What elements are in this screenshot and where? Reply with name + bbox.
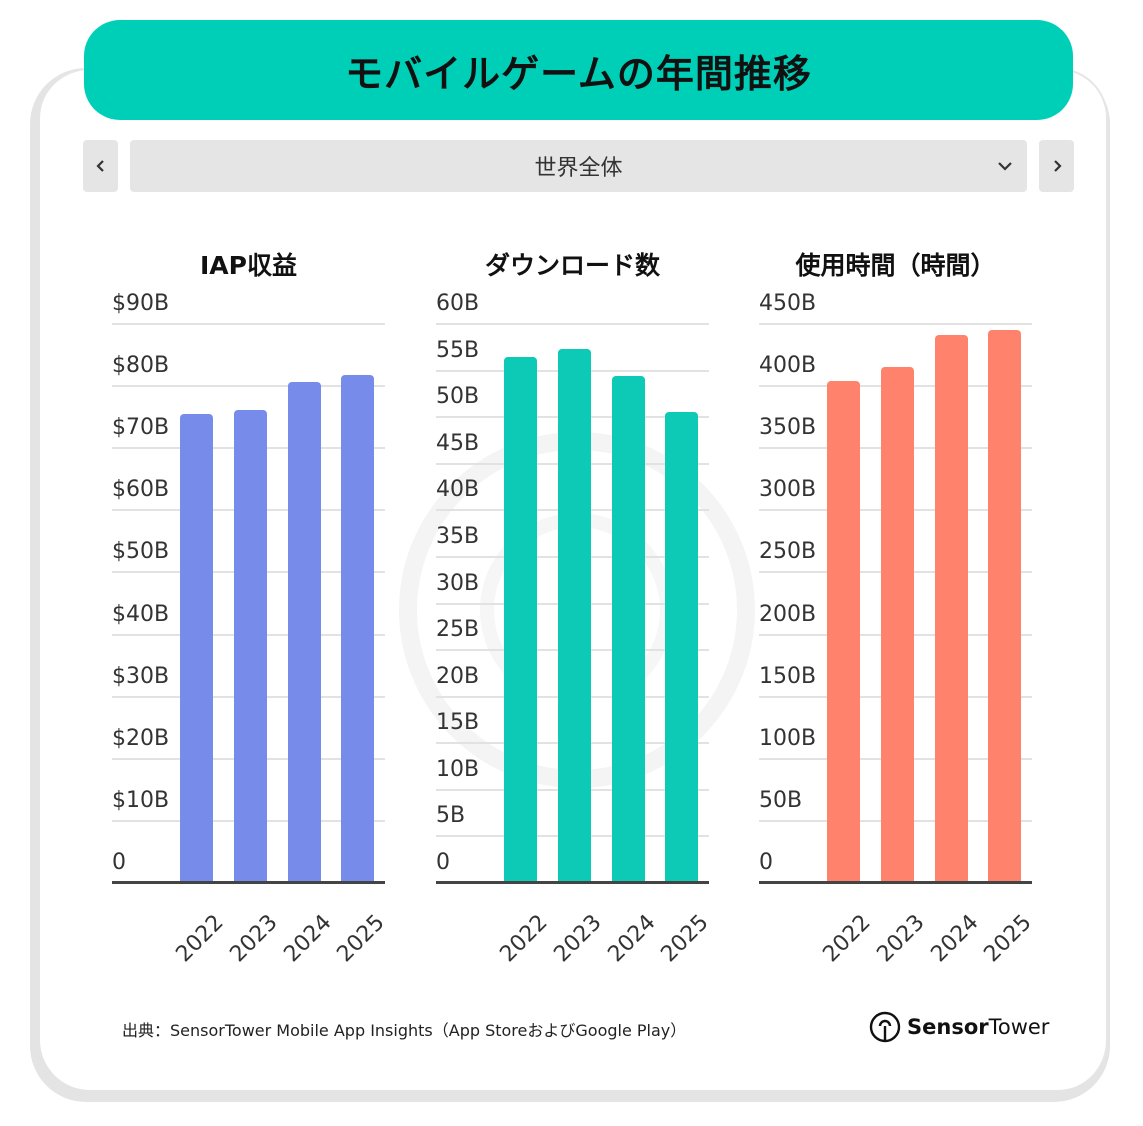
x-tick-label: 2023 [225, 910, 283, 968]
y-tick-label: 0 [436, 850, 450, 875]
y-tick-label: 60B [436, 291, 480, 316]
bar-2025[interactable] [665, 411, 698, 882]
y-tick-label: $10B [112, 787, 170, 813]
y-tick-label: $50B [112, 539, 170, 565]
logo-text-bold: Sensor [907, 1015, 989, 1039]
gridline [436, 323, 709, 325]
y-tick-label: 50B [759, 787, 803, 813]
source-note: 出典：SensorTower Mobile App Insights（App S… [122, 1021, 687, 1040]
logo-text-regular: Tower [988, 1015, 1050, 1039]
chevron-right-icon [1053, 160, 1062, 172]
y-tick-label: 200B [759, 601, 817, 627]
y-tick-label: $40B [112, 601, 170, 627]
y-tick-label: 25B [436, 617, 480, 643]
y-tick-label: 450B [759, 291, 817, 316]
y-tick-label: 55B [436, 337, 480, 363]
bar-2024[interactable] [288, 382, 321, 882]
y-tick-label: 300B [759, 477, 817, 503]
y-tick-label: 50B [436, 384, 480, 410]
bar-2023[interactable] [558, 349, 591, 882]
y-tick-label: 45B [436, 430, 480, 456]
y-tick-label: $80B [112, 353, 170, 379]
y-tick-label: 40B [436, 477, 480, 503]
y-tick-label: 10B [436, 756, 480, 782]
y-tick-label: 350B [759, 415, 817, 441]
chart-usage-time: 使用時間（時間） 450B 400B 350B 300B 250B 200B 150B 100… [759, 240, 1037, 980]
x-tick-label: 2022 [171, 910, 229, 968]
y-tick-label: $70B [112, 415, 170, 441]
chevron-left-icon [95, 160, 104, 172]
x-tick-label: 2022 [818, 910, 876, 968]
y-tick-label: $30B [112, 663, 170, 689]
x-tick-label: 2023 [549, 910, 607, 968]
plot-area: 60B 55B 50B 45B 40B 35B 30B 25B 20B 15B 10B 5B 0 [436, 293, 709, 884]
chart-title: 使用時間（時間） [795, 251, 996, 280]
y-tick-label: 400B [759, 353, 817, 379]
x-tick-label: 2025 [332, 910, 390, 968]
bar-2022[interactable] [504, 357, 537, 882]
x-axis-line [436, 881, 709, 884]
x-tick-label: 2023 [872, 910, 930, 968]
y-tick-label: 35B [436, 523, 480, 549]
x-tick-label: 2024 [603, 910, 661, 968]
plot-area: $90B $80B $70B $60B $50B $40B $30B $20B $10B 0 [112, 293, 385, 884]
x-tick-label: 2022 [495, 910, 553, 968]
y-tick-label: 15B [436, 710, 480, 736]
bar-2024[interactable] [612, 376, 645, 882]
y-tick-label: $20B [112, 725, 170, 751]
y-tick-label: 100B [759, 725, 817, 751]
bar-2025[interactable] [988, 330, 1021, 882]
title-banner: モバイルゲームの年間推移 [84, 20, 1073, 120]
x-axis-line [112, 881, 385, 884]
chart-iap-revenue: IAP収益 $90B $80B $70B $60B $50B $40B $30B $20B $1… [112, 240, 390, 980]
chart-title: IAP収益 [200, 251, 297, 280]
x-tick-label: 2024 [279, 910, 337, 968]
page-title: モバイルゲームの年間推移 [345, 51, 812, 96]
bar-2024[interactable] [935, 335, 968, 882]
bar-2023[interactable] [234, 409, 267, 882]
bar-2022[interactable] [180, 414, 213, 882]
gridline [112, 323, 385, 325]
y-tick-label: $60B [112, 477, 170, 503]
x-tick-label: 2024 [926, 910, 984, 968]
x-tick-label: 2025 [979, 910, 1037, 968]
plot-area: 450B 400B 350B 300B 250B 200B 150B 100B 50B 0 [759, 293, 1032, 884]
y-tick-label: 0 [759, 850, 773, 875]
bar-2023[interactable] [881, 367, 914, 882]
next-button[interactable] [1039, 140, 1074, 192]
chart-downloads: ダウンロード数 60B 55B 50B 45B 40B 35B 30B 25B 20B 15B 10… [436, 240, 714, 980]
y-tick-label: 30B [436, 570, 480, 596]
y-tick-label: 5B [436, 803, 466, 829]
y-tick-label: $90B [112, 291, 170, 316]
bar-2022[interactable] [827, 381, 860, 882]
chart-title: ダウンロード数 [484, 251, 660, 280]
x-axis-line [759, 881, 1032, 884]
sensor-tower-logo-icon [869, 1011, 901, 1043]
gridline [112, 385, 385, 388]
y-tick-label: 0 [112, 850, 126, 875]
x-tick-label: 2025 [656, 910, 714, 968]
chevron-down-icon [998, 162, 1012, 171]
gridline [759, 323, 1032, 325]
y-tick-label: 250B [759, 539, 817, 565]
prev-button[interactable] [83, 140, 118, 192]
y-tick-label: 150B [759, 663, 817, 689]
sensor-tower-logo[interactable]: Sensor Tower [869, 1011, 1049, 1043]
region-select[interactable]: 世界全体 [130, 140, 1027, 192]
bar-2025[interactable] [341, 375, 374, 882]
y-tick-label: 20B [436, 663, 480, 689]
region-select-value: 世界全体 [534, 156, 623, 181]
